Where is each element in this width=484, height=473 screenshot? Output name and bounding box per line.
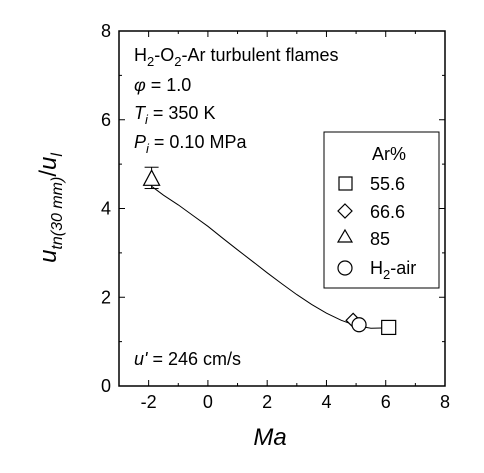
legend-marker-circle <box>337 260 353 276</box>
y-title-main-sub: tn(30 mm) <box>49 177 66 250</box>
legend: Ar% 55.6 66.6 85 H2-air <box>323 131 440 289</box>
y-title-main: u <box>35 250 62 263</box>
annotation-phi: φ = 1.0 <box>134 75 191 95</box>
annotation-ti: Ti = 350 K <box>134 103 215 127</box>
axis-ticks <box>118 30 446 387</box>
y-title-den: u <box>35 157 62 170</box>
legend-marker-square <box>338 176 353 191</box>
y-title-den-sub: l <box>49 153 66 157</box>
marker-square <box>381 319 397 336</box>
x-tick-label: 4 <box>321 392 331 412</box>
legend-label-66-6: 66.6 <box>370 202 405 222</box>
legend-label-h2-air: H2-air <box>370 258 416 282</box>
y-tick-label: 2 <box>101 287 111 307</box>
y-tick-label: 6 <box>101 110 111 130</box>
annotation-pi: Pi = 0.10 MPa <box>134 132 247 156</box>
legend-title: Ar% <box>372 144 406 164</box>
fit-curve <box>151 185 389 329</box>
marker-triangle <box>142 169 161 186</box>
annotation-mixture: H2-O2-Ar turbulent flames <box>134 45 339 69</box>
legend-box <box>323 131 440 289</box>
y-title-sep: / <box>35 170 62 177</box>
x-tick-label: 6 <box>381 392 391 412</box>
legend-label-55-6: 55.6 <box>370 174 405 194</box>
x-tick-label: 0 <box>203 392 213 412</box>
tick-labels: -2 0 2 4 6 8 0 2 4 6 8 <box>101 21 450 412</box>
marker-circle <box>351 317 367 333</box>
svg-text:utn(30 mm)/ul: utn(30 mm)/ul <box>35 153 66 263</box>
x-tick-label: 2 <box>262 392 272 412</box>
y-tick-label: 4 <box>101 199 111 219</box>
y-axis-title: utn(30 mm)/ul <box>35 153 66 263</box>
legend-marker-diamond <box>337 203 353 219</box>
x-tick-label: 8 <box>440 392 450 412</box>
y-tick-label: 0 <box>101 376 111 396</box>
y-tick-label: 8 <box>101 21 111 41</box>
annotation-urms: u' = 246 cm/s <box>134 349 241 369</box>
legend-label-85: 85 <box>370 229 390 249</box>
legend-marker-triangle <box>336 228 354 243</box>
data-markers <box>142 166 397 336</box>
x-tick-label: -2 <box>141 392 157 412</box>
x-axis-title: Ma <box>253 424 286 451</box>
